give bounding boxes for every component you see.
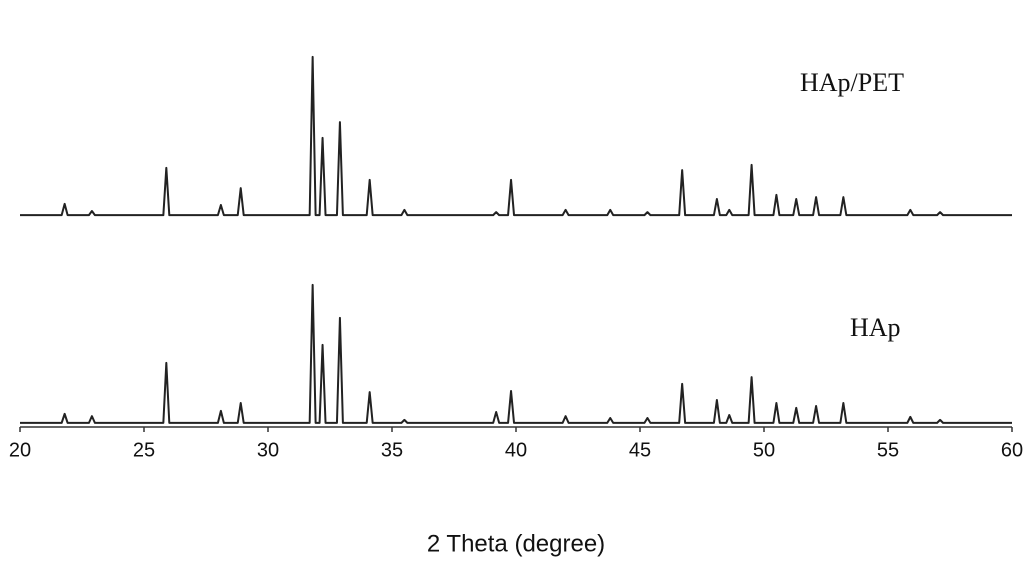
- x-axis-label: 2 Theta (degree): [427, 530, 605, 557]
- series-label: HAp/PET: [800, 68, 904, 97]
- x-tick-label: 45: [629, 439, 651, 461]
- x-tick-label: 30: [257, 439, 279, 461]
- x-tick-label: 25: [133, 439, 155, 461]
- series-line: [20, 283, 1012, 424]
- x-tick-label: 40: [505, 439, 527, 461]
- x-tick-label: 20: [9, 439, 31, 461]
- series-label: HAp: [850, 313, 901, 342]
- x-tick-label: 55: [877, 439, 899, 461]
- series-line: [20, 55, 1012, 217]
- x-tick-label: 35: [381, 439, 403, 461]
- x-tick-label: 60: [1001, 439, 1023, 461]
- x-tick-label: 50: [753, 439, 775, 461]
